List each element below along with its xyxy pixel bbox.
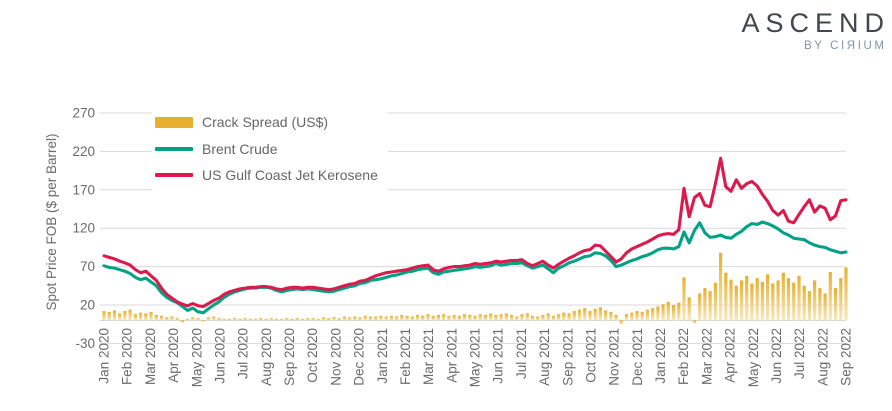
x-tick-label: Oct 2020 (305, 328, 320, 383)
brand-subtitle: BY CIЯIUM (803, 40, 887, 52)
x-tick-label: Apr 2021 (444, 328, 459, 383)
brent-crude-line (102, 220, 848, 315)
y-axis-tick-labels: 270 220 170 120 70 20 -30 (72, 106, 95, 351)
x-tick-label: Sep 2020 (282, 328, 297, 386)
x-tick-label: Dec 2021 (630, 328, 645, 386)
x-tick-label: Feb 2021 (398, 328, 413, 385)
crack-spread-bars (102, 252, 848, 325)
brand-title: ASCEND (741, 8, 890, 38)
x-tick-label: Jul 2020 (236, 328, 251, 379)
y-tick-label: 70 (80, 259, 95, 274)
brent-crude-swatch (155, 146, 193, 151)
x-tick-label: Feb 2022 (676, 328, 691, 385)
jet-kerosene-swatch (155, 173, 193, 178)
x-axis-month-labels: Jan 2020 Feb 2020 Mar 2020 Apr 2020 May 2020… (97, 328, 854, 387)
x-tick-label: Nov 2020 (328, 328, 343, 386)
legend-label-brent-crude: Brent Crude (202, 140, 278, 157)
x-tick-label: Mar 2022 (699, 328, 714, 385)
x-tick-label: Jan 2022 (653, 328, 668, 384)
x-tick-label: May 2020 (189, 328, 204, 387)
x-tick-label: May 2022 (746, 328, 761, 387)
x-tick-label: Jun 2022 (769, 328, 784, 384)
x-tick-label: Oct 2021 (583, 328, 598, 383)
y-tick-label: 120 (72, 221, 95, 236)
y-tick-label: 270 (72, 106, 95, 121)
x-tick-label: Sep 2021 (560, 328, 575, 386)
x-tick-label: Jun 2021 (491, 328, 506, 384)
y-tick-label: -30 (75, 336, 95, 351)
ascend-by-cirium-logo: ASCEND BY CIЯIUM (741, 10, 884, 53)
y-axis-title: Spot Price FOB ($ per Barrel) (44, 133, 59, 310)
legend-item-jet-kerosene: US Gulf Coast Jet Kerosene (155, 162, 378, 189)
chart-legend: Crack Spread (US$) Brent Crude US Gulf C… (152, 109, 388, 193)
crack-spread-swatch (155, 116, 193, 128)
x-tick-label: Jan 2020 (97, 328, 112, 384)
x-tick-label: Mar 2020 (143, 328, 158, 385)
x-tick-label: Jan 2021 (375, 328, 390, 384)
x-tick-label: Aug 2020 (259, 328, 274, 386)
x-tick-label: Apr 2020 (166, 328, 181, 383)
legend-item-brent-crude: Brent Crude (155, 136, 378, 163)
y-tick-label: 170 (72, 182, 95, 197)
legend-label-crack-spread: Crack Spread (US$) (202, 114, 329, 131)
x-tick-label: Feb 2020 (120, 328, 135, 385)
y-tick-label: 20 (80, 298, 95, 313)
legend-label-jet-kerosene: US Gulf Coast Jet Kerosene (202, 167, 378, 184)
x-tick-label: Aug 2022 (815, 328, 830, 386)
x-tick-label: Mar 2021 (421, 328, 436, 385)
x-tick-label: Jul 2022 (792, 328, 807, 379)
x-tick-label: Dec 2020 (352, 328, 367, 386)
legend-item-crack-spread: Crack Spread (US$) (155, 109, 378, 136)
x-tick-label: Jun 2020 (212, 328, 227, 384)
x-tick-label: May 2021 (468, 328, 483, 387)
x-tick-label: Aug 2021 (537, 328, 552, 386)
jet-kerosene-line (102, 156, 848, 309)
x-tick-label: Sep 2022 (839, 328, 854, 386)
x-tick-label: Jul 2021 (514, 328, 529, 379)
x-tick-label: Nov 2021 (607, 328, 622, 386)
y-tick-label: 220 (72, 144, 95, 159)
x-tick-label: Apr 2022 (723, 328, 738, 383)
